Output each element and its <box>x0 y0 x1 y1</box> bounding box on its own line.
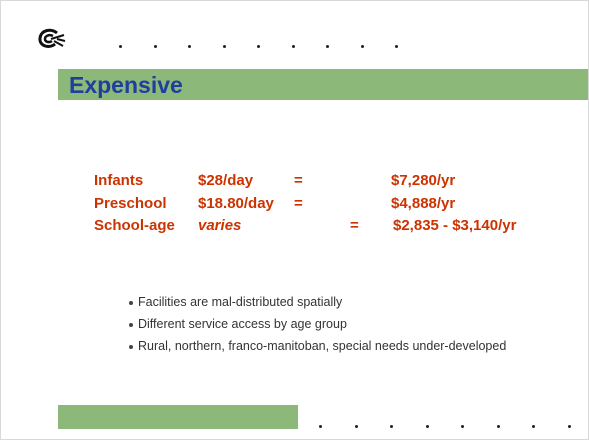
slide-title: Expensive <box>69 72 183 98</box>
row-label: School-age <box>94 217 175 234</box>
dot <box>567 425 571 428</box>
bullet-text: Rural, northern, franco-manitoban, speci… <box>138 339 507 353</box>
dot <box>326 45 329 48</box>
dot <box>291 45 295 48</box>
dot <box>222 45 226 48</box>
dot <box>360 45 364 48</box>
title-bar <box>58 69 588 100</box>
bullet <box>129 301 133 305</box>
annual: $2,835 - $3,140/yr <box>393 217 517 234</box>
dot <box>532 425 535 428</box>
equals: = <box>294 194 303 212</box>
bullet <box>129 345 133 349</box>
bullet-text: Facilities are mal-distributed spatially <box>138 295 343 309</box>
row-label: Preschool <box>94 194 167 212</box>
dot <box>354 425 358 428</box>
bullet-text: Different service access by age group <box>138 317 347 331</box>
equals: = <box>350 217 359 234</box>
dot <box>461 425 464 428</box>
dot <box>395 45 398 48</box>
equals: = <box>294 172 303 189</box>
logo <box>38 28 66 48</box>
dot <box>257 45 260 48</box>
dot <box>319 425 322 428</box>
bullet <box>129 323 133 327</box>
dot <box>425 425 429 428</box>
footer-bar <box>58 405 298 429</box>
annual: $7,280/yr <box>391 172 456 189</box>
annual: $4,888/yr <box>391 194 456 212</box>
rate: $18.80/day <box>198 194 274 212</box>
dot <box>153 45 157 48</box>
rate: $28/day <box>198 172 254 189</box>
row-label: Infants <box>94 172 144 189</box>
dot <box>188 45 191 48</box>
dot <box>496 425 500 428</box>
dot <box>390 425 393 428</box>
dot <box>119 45 122 48</box>
rate: varies <box>198 217 242 234</box>
